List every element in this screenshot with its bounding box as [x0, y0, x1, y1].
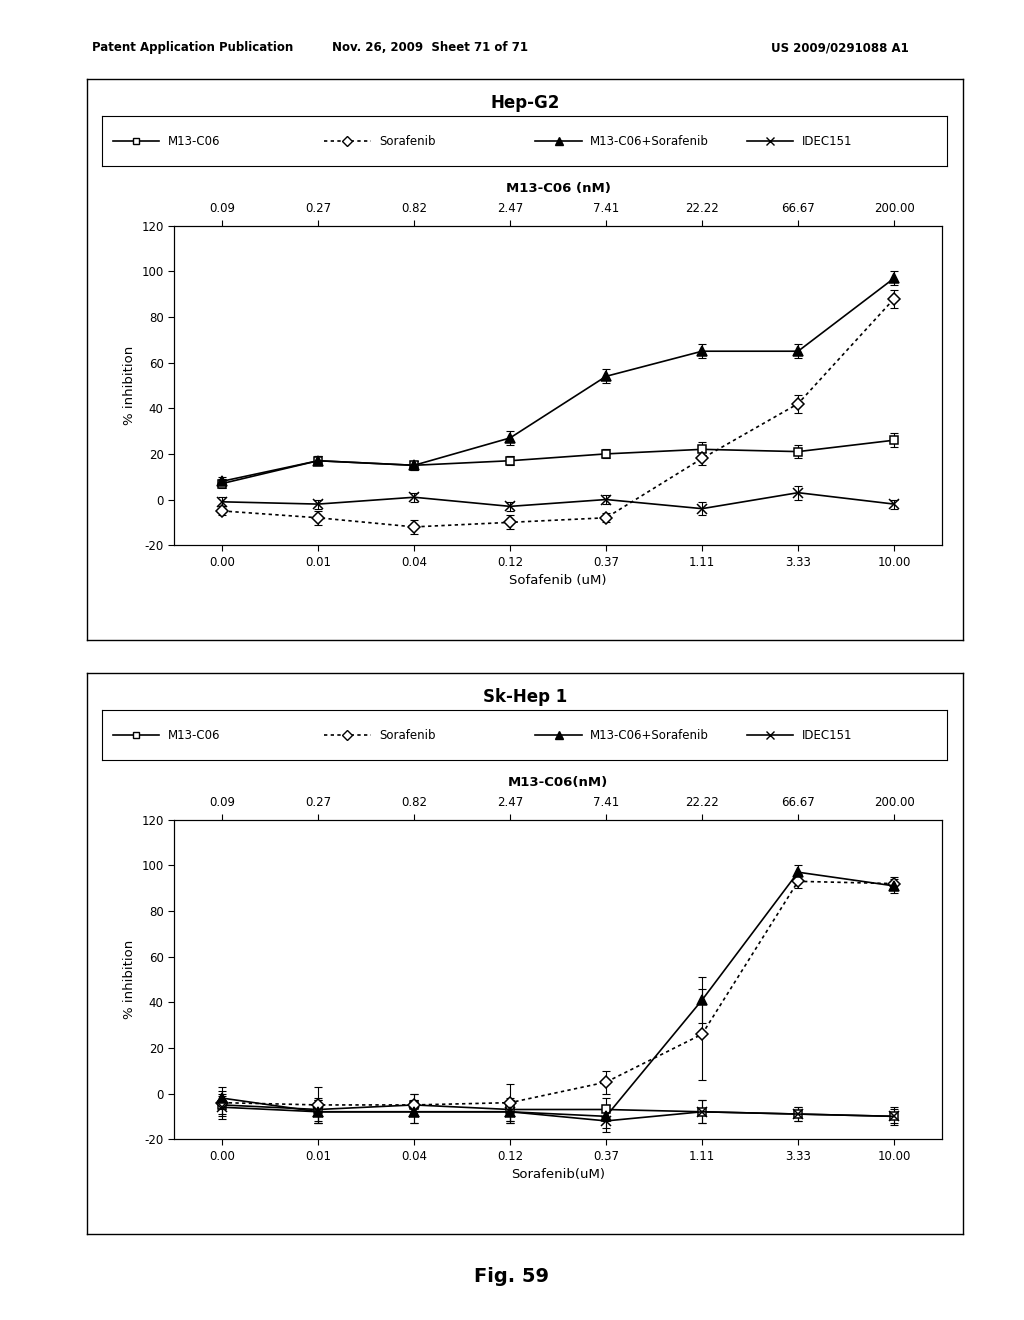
M13-C06+Sorafenib [792, 865, 804, 880]
X-axis label: Sofafenib (uM): Sofafenib (uM) [509, 574, 607, 587]
M13-C06+Sorafenib [600, 1109, 612, 1125]
M13-C06 [696, 1104, 709, 1119]
Text: M13-C06: M13-C06 [168, 135, 220, 148]
Text: M13-C06+Sorafenib: M13-C06+Sorafenib [590, 729, 710, 742]
Text: Fig. 59: Fig. 59 [474, 1267, 550, 1286]
IDEC151 [696, 500, 709, 516]
M13-C06+Sorafenib [792, 343, 804, 359]
Line: M13-C06+Sorafenib: M13-C06+Sorafenib [217, 273, 899, 486]
Sorafenib [888, 875, 900, 891]
M13-C06 [408, 458, 420, 474]
IDEC151 [312, 1104, 325, 1119]
Y-axis label: % inhibition: % inhibition [123, 940, 136, 1019]
Text: IDEC151: IDEC151 [802, 135, 852, 148]
M13-C06 [888, 1109, 900, 1125]
Text: Patent Application Publication: Patent Application Publication [92, 41, 294, 54]
M13-C06 [504, 1102, 516, 1118]
Sorafenib [696, 1026, 709, 1041]
M13-C06 [600, 446, 612, 462]
Text: Sorafenib: Sorafenib [379, 729, 435, 742]
M13-C06+Sorafenib [888, 878, 900, 894]
M13-C06+Sorafenib [600, 368, 612, 384]
Sorafenib [696, 450, 709, 466]
Line: M13-C06: M13-C06 [218, 1101, 898, 1121]
Sorafenib [600, 1074, 612, 1090]
IDEC151 [792, 484, 804, 500]
Sorafenib [216, 503, 228, 519]
M13-C06+Sorafenib [216, 1090, 228, 1106]
M13-C06 [408, 1097, 420, 1113]
IDEC151 [792, 1106, 804, 1122]
Line: M13-C06+Sorafenib: M13-C06+Sorafenib [217, 867, 899, 1121]
X-axis label: Sorafenib(uM): Sorafenib(uM) [511, 1168, 605, 1181]
M13-C06+Sorafenib [408, 1104, 420, 1119]
Sorafenib [792, 874, 804, 890]
Text: US 2009/0291088 A1: US 2009/0291088 A1 [771, 41, 908, 54]
IDEC151 [216, 494, 228, 510]
Sorafenib [312, 1097, 325, 1113]
Text: Sorafenib: Sorafenib [379, 135, 435, 148]
M13-C06+Sorafenib [408, 458, 420, 474]
Sorafenib [408, 1097, 420, 1113]
IDEC151 [408, 1104, 420, 1119]
M13-C06 [312, 1102, 325, 1118]
Line: IDEC151: IDEC151 [217, 488, 899, 513]
M13-C06 [696, 441, 709, 457]
M13-C06+Sorafenib [504, 430, 516, 446]
Line: M13-C06: M13-C06 [218, 436, 898, 487]
M13-C06 [312, 453, 325, 469]
Sorafenib [888, 290, 900, 306]
IDEC151 [888, 496, 900, 512]
Sorafenib [792, 396, 804, 412]
M13-C06 [216, 1097, 228, 1113]
M13-C06+Sorafenib [696, 993, 709, 1008]
IDEC151 [504, 1104, 516, 1119]
M13-C06 [600, 1102, 612, 1118]
Text: M13-C06 (nM): M13-C06 (nM) [506, 182, 610, 195]
IDEC151 [408, 490, 420, 506]
Text: M13-C06+Sorafenib: M13-C06+Sorafenib [590, 135, 710, 148]
IDEC151 [312, 496, 325, 512]
Text: M13-C06(nM): M13-C06(nM) [508, 776, 608, 789]
M13-C06 [888, 432, 900, 447]
Text: Nov. 26, 2009  Sheet 71 of 71: Nov. 26, 2009 Sheet 71 of 71 [332, 41, 528, 54]
Sorafenib [216, 1094, 228, 1110]
Line: Sorafenib: Sorafenib [218, 294, 898, 531]
Line: Sorafenib: Sorafenib [218, 878, 898, 1109]
IDEC151 [216, 1100, 228, 1115]
Line: IDEC151: IDEC151 [217, 1102, 899, 1126]
IDEC151 [600, 491, 612, 507]
IDEC151 [600, 1113, 612, 1129]
Y-axis label: % inhibition: % inhibition [123, 346, 136, 425]
Text: IDEC151: IDEC151 [802, 729, 852, 742]
M13-C06+Sorafenib [216, 474, 228, 490]
M13-C06 [216, 475, 228, 491]
M13-C06 [504, 453, 516, 469]
Text: Hep-G2: Hep-G2 [490, 94, 559, 112]
M13-C06 [792, 444, 804, 459]
Text: M13-C06: M13-C06 [168, 729, 220, 742]
M13-C06+Sorafenib [696, 343, 709, 359]
M13-C06+Sorafenib [888, 271, 900, 286]
Sorafenib [504, 515, 516, 531]
Sorafenib [408, 519, 420, 535]
M13-C06+Sorafenib [312, 1104, 325, 1119]
Sorafenib [600, 510, 612, 525]
M13-C06 [792, 1106, 804, 1122]
Sorafenib [504, 1094, 516, 1110]
IDEC151 [696, 1104, 709, 1119]
IDEC151 [888, 1109, 900, 1125]
IDEC151 [504, 499, 516, 515]
M13-C06+Sorafenib [504, 1104, 516, 1119]
M13-C06+Sorafenib [312, 453, 325, 469]
Text: Sk-Hep 1: Sk-Hep 1 [482, 688, 567, 706]
Sorafenib [312, 510, 325, 525]
